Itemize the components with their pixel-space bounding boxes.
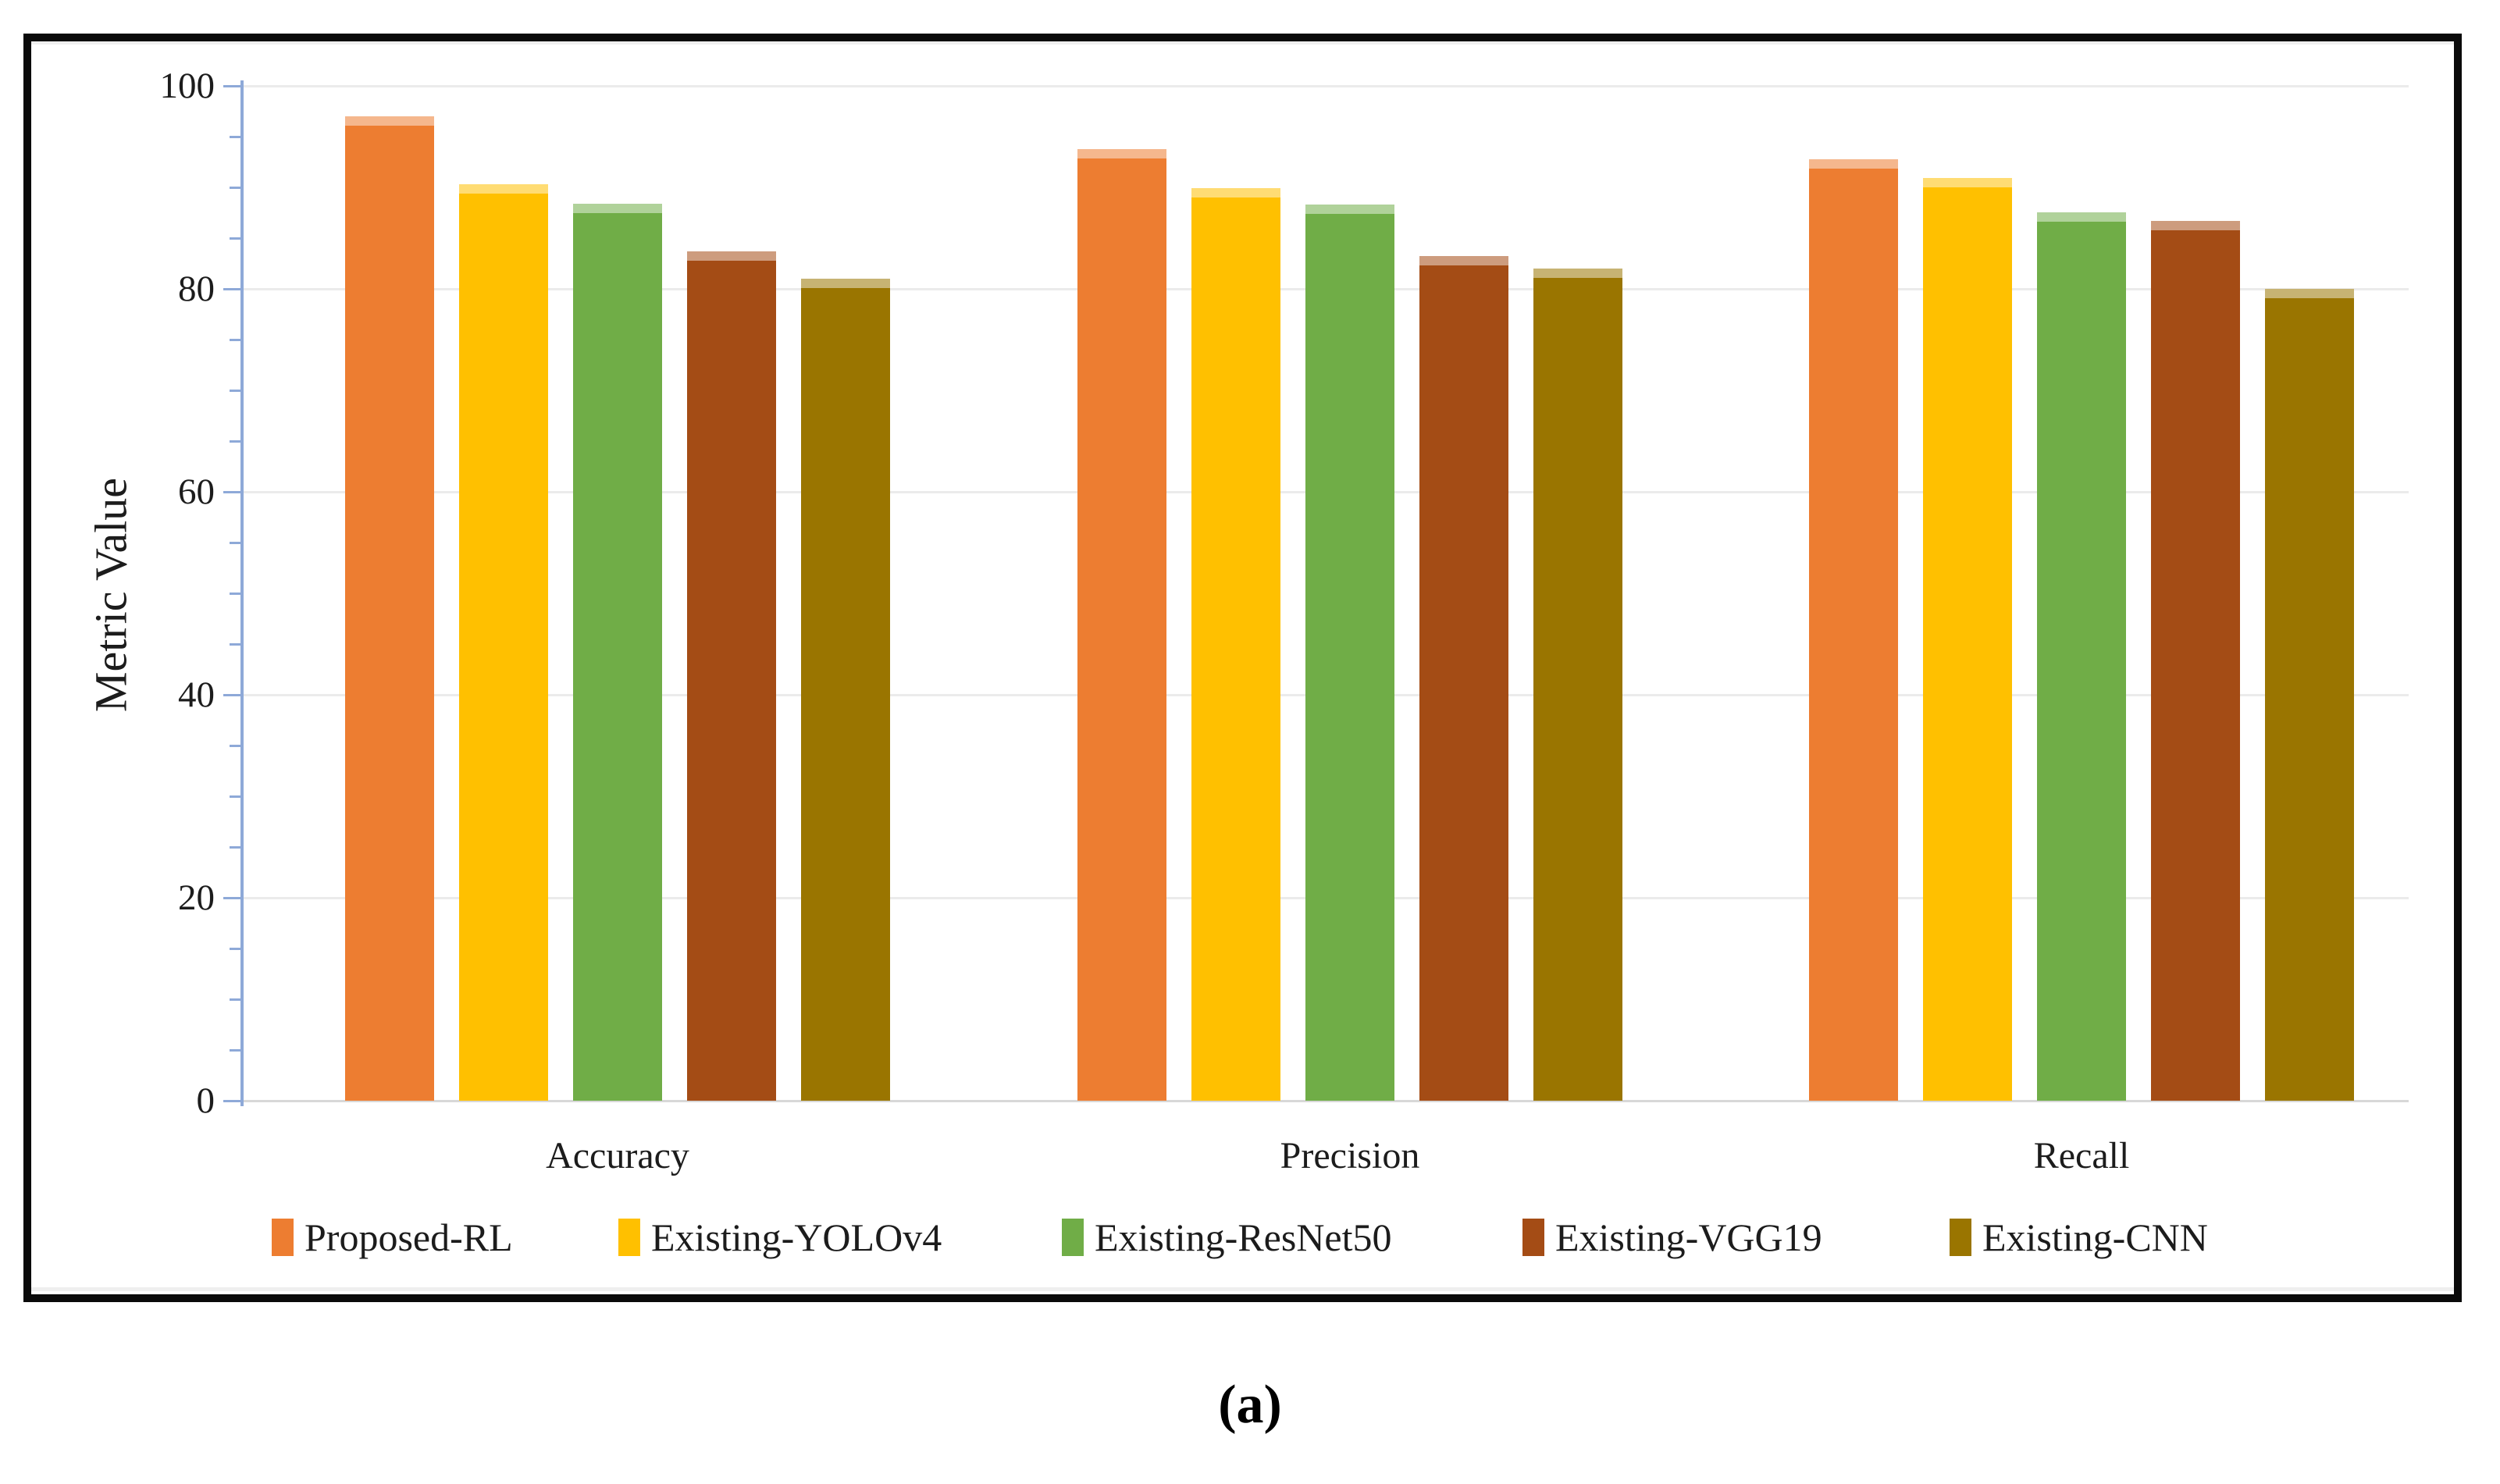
bar-Existing-YOLOv4-Recall (1923, 178, 2012, 1101)
bar-highlight (459, 184, 548, 194)
bar-Existing-ResNet50-Accuracy (573, 204, 662, 1101)
figure-caption: (a) (1218, 1375, 1282, 1435)
bar-Existing-CNN-Precision (1533, 269, 1622, 1101)
y-tick-label-80: 80 (178, 269, 215, 309)
major-tick-40 (223, 694, 240, 696)
legend-label-Existing-ResNet50: Existing-ResNet50 (1095, 1215, 1392, 1259)
legend-item-Existing-YOLOv4: Existing-YOLOv4 (618, 1212, 942, 1262)
bar-highlight (1191, 188, 1280, 198)
minor-tick-90 (230, 187, 240, 189)
bar-highlight (345, 116, 434, 126)
y-tick-label-0: 0 (196, 1080, 215, 1121)
legend-label-Existing-YOLOv4: Existing-YOLOv4 (651, 1215, 942, 1259)
legend-label-Existing-CNN: Existing-CNN (1982, 1215, 2208, 1259)
minor-tick-85 (230, 237, 240, 240)
legend-label-Existing-VGG19: Existing-VGG19 (1555, 1215, 1822, 1259)
minor-tick-70 (230, 390, 240, 392)
major-tick-0 (223, 1100, 240, 1102)
bar-Existing-ResNet50-Precision (1305, 205, 1394, 1101)
bar-Proposed-RL-Accuracy (345, 116, 434, 1101)
bar-highlight (1923, 178, 2012, 187)
gridline-100 (242, 85, 2409, 87)
legend-marker-Existing-VGG19 (1522, 1219, 1544, 1256)
minor-tick-50 (230, 593, 240, 595)
minor-tick-55 (230, 542, 240, 544)
y-tick-label-60: 60 (178, 472, 215, 512)
bar-Proposed-RL-Recall (1809, 159, 1898, 1101)
bar-highlight (1419, 256, 1508, 265)
legend-marker-Existing-CNN (1950, 1219, 1971, 1256)
gridline-0 (242, 1100, 2409, 1102)
legend-marker-Existing-ResNet50 (1062, 1219, 1084, 1256)
category-label-Precision: Precision (1280, 1135, 1420, 1176)
bar-Existing-YOLOv4-Precision (1191, 188, 1280, 1101)
major-tick-80 (223, 288, 240, 290)
y-tick-label-40: 40 (178, 674, 215, 715)
minor-tick-95 (230, 136, 240, 138)
y-tick-label-20: 20 (178, 877, 215, 918)
bar-highlight (687, 251, 776, 261)
y-axis-line (240, 80, 244, 1106)
bar-highlight (2265, 289, 2354, 298)
bar-highlight (2151, 221, 2240, 230)
plot-area: 0 20 40 60 80 100 Metric Value Accuracy Precis… (31, 41, 2454, 1294)
minor-tick-30 (230, 795, 240, 798)
bar-Existing-CNN-Recall (2265, 289, 2354, 1101)
bar-highlight (1809, 159, 1898, 169)
legend-label-Proposed-RL: Proposed-RL (304, 1215, 513, 1259)
bar-highlight (2037, 212, 2126, 222)
bar-highlight (1533, 269, 1622, 278)
bar-Existing-YOLOv4-Accuracy (459, 184, 548, 1101)
bar-Existing-CNN-Accuracy (801, 279, 890, 1101)
y-axis-title: Metric Value (85, 477, 137, 713)
legend-marker-Existing-YOLOv4 (618, 1219, 640, 1256)
minor-tick-10 (230, 998, 240, 1001)
chart-frame: 0 20 40 60 80 100 Metric Value Accuracy Precis… (23, 34, 2462, 1302)
category-label-Accuracy: Accuracy (546, 1135, 689, 1176)
minor-tick-65 (230, 440, 240, 443)
legend-item-Proposed-RL: Proposed-RL (272, 1212, 513, 1262)
bar-Existing-ResNet50-Recall (2037, 212, 2126, 1101)
y-tick-label-100: 100 (159, 66, 215, 106)
bar-Existing-VGG19-Accuracy (687, 251, 776, 1101)
minor-tick-5 (230, 1049, 240, 1052)
minor-tick-35 (230, 745, 240, 747)
bar-highlight (573, 204, 662, 213)
legend-marker-Proposed-RL (272, 1219, 294, 1256)
category-label-Recall: Recall (2033, 1135, 2130, 1176)
minor-tick-25 (230, 846, 240, 849)
bar-Existing-VGG19-Precision (1419, 256, 1508, 1101)
legend-item-Existing-CNN: Existing-CNN (1950, 1212, 2208, 1262)
bar-highlight (1077, 149, 1166, 158)
bar-Proposed-RL-Precision (1077, 149, 1166, 1101)
minor-tick-15 (230, 948, 240, 950)
legend-item-Existing-ResNet50: Existing-ResNet50 (1062, 1212, 1392, 1262)
minor-tick-45 (230, 643, 240, 646)
bar-highlight (1305, 205, 1394, 214)
major-tick-20 (223, 897, 240, 899)
legend-item-Existing-VGG19: Existing-VGG19 (1522, 1212, 1822, 1262)
major-tick-60 (223, 491, 240, 493)
major-tick-100 (223, 85, 240, 87)
bar-Existing-VGG19-Recall (2151, 221, 2240, 1101)
plot-top-edge (31, 41, 2454, 44)
minor-tick-75 (230, 339, 240, 341)
plot-bottom-edge (31, 1287, 2454, 1291)
bar-highlight (801, 279, 890, 288)
